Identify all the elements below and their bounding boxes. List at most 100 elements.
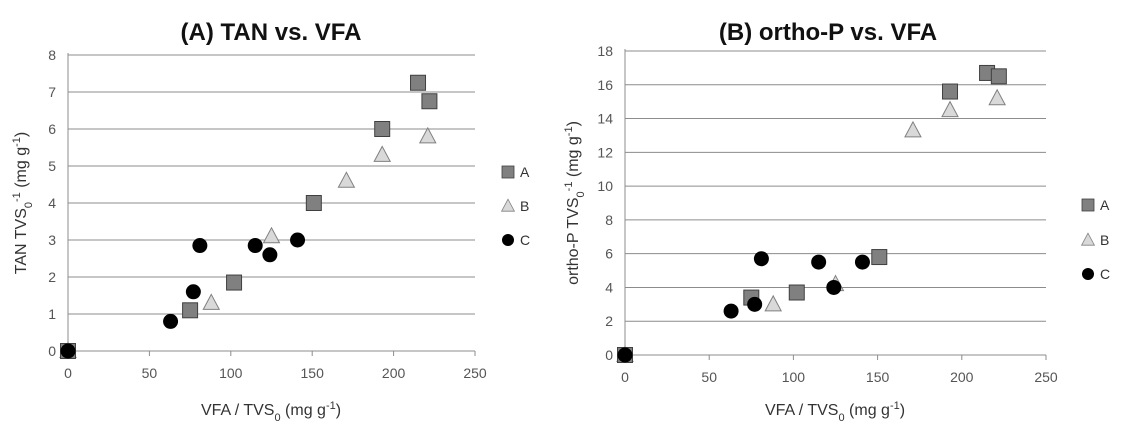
data-point-c (826, 279, 842, 295)
y-tick-label: 16 (597, 77, 613, 93)
label-part: 0 (838, 412, 844, 423)
y-tick-label: 4 (48, 195, 56, 211)
legend-marker-a (501, 165, 515, 179)
legend-marker-a (1081, 198, 1095, 212)
data-point-b (988, 88, 1006, 106)
data-point-c (163, 313, 179, 329)
label-part: ) (336, 402, 341, 419)
data-point-c (753, 251, 769, 267)
legend-marker-b (1080, 232, 1096, 246)
data-point-a (182, 302, 199, 319)
data-point-c (290, 232, 306, 248)
y-tick-label: 6 (605, 246, 613, 262)
series-c (60, 232, 306, 359)
chart-title: (B) ortho-P vs. VFA (719, 19, 937, 46)
chart-panel-b: (B) ortho-P vs. VFA 0 2 4 6 8 10 12 14 16 18 0 50 100… (560, 0, 1123, 423)
data-point-a (421, 93, 438, 110)
x-tick-label: 150 (301, 365, 325, 381)
data-point-c (617, 347, 633, 363)
legend-label: C (1100, 266, 1110, 282)
y-tick-label: 4 (605, 279, 613, 295)
y-axis-label: TAN TVS0-1 (mg g-1) (11, 132, 35, 274)
label-part: ) (565, 121, 582, 126)
label-part: -1 (11, 137, 23, 147)
chart-panel-a: (A) TAN vs. VFA 0 1 2 3 4 5 6 7 8 0 50 100 150 200 250 V… (0, 0, 560, 423)
y-tick-label: 5 (48, 158, 56, 174)
legend: A B C (1080, 197, 1110, 282)
label-part: -1 (326, 400, 336, 412)
label-part: -1 (890, 400, 900, 412)
data-point-c (185, 284, 201, 300)
x-tick-label: 100 (782, 369, 806, 385)
legend-label: B (520, 198, 529, 214)
label-part: (mg g (13, 147, 30, 192)
x-tick-label: 50 (142, 365, 158, 381)
label-part: 0 (274, 412, 280, 423)
label-part: TAN TVS (13, 208, 30, 274)
legend-label: B (1100, 232, 1109, 248)
label-part: -1 (11, 192, 23, 202)
series-a (60, 74, 438, 359)
data-point-a (226, 274, 243, 291)
label-part: VFA / TVS (201, 402, 275, 419)
data-point-c (262, 247, 278, 263)
y-tick-label: 0 (605, 347, 613, 363)
x-tick-label: 0 (621, 369, 629, 385)
x-tick-label: 150 (866, 369, 890, 385)
data-point-c (60, 343, 76, 359)
y-tick-label: 7 (48, 84, 56, 100)
chart-title: (A) TAN vs. VFA (181, 19, 362, 46)
data-point-b (337, 171, 356, 188)
legend-marker-c (502, 234, 514, 246)
y-tick-label: 8 (48, 47, 56, 63)
series-b (59, 126, 437, 358)
legend-label: A (520, 164, 530, 180)
x-tick-label: 100 (219, 365, 243, 381)
label-part: (mg g (281, 402, 326, 419)
data-point-c (247, 238, 263, 254)
legend-label: C (520, 232, 530, 248)
data-point-b (373, 145, 392, 162)
y-axis-label: ortho-P TVS0-1 (mg g-1) (563, 121, 587, 285)
x-tick-label: 0 (64, 365, 72, 381)
y-tick-label: 3 (48, 232, 56, 248)
legend-label: A (1100, 197, 1110, 213)
y-tick-label: 18 (597, 43, 613, 59)
data-point-a (942, 83, 959, 100)
label-part: (mg g (845, 402, 890, 419)
x-axis-label: VFA / TVS0 (mg g-1) (201, 400, 341, 423)
series-c (617, 251, 870, 363)
y-tick-label: 14 (597, 111, 613, 127)
data-point-a (305, 195, 322, 211)
y-tick-label: 1 (48, 306, 56, 322)
legend-marker-c (1082, 268, 1094, 280)
legend-marker-b (500, 198, 516, 212)
data-point-a (788, 284, 805, 301)
x-tick-label: 50 (701, 369, 717, 385)
data-point-b (262, 226, 281, 244)
chart-a-svg: (A) TAN vs. VFA 0 1 2 3 4 5 6 7 8 0 50 100 150 200 250 V… (11, 19, 530, 423)
y-tick-label: 2 (605, 313, 613, 329)
data-point-a (410, 74, 427, 91)
legend: A B C (500, 164, 530, 248)
data-point-a (990, 68, 1007, 85)
data-point-b (904, 120, 922, 138)
x-tick-label: 200 (950, 369, 974, 385)
data-point-a (871, 249, 888, 266)
data-point-c (854, 254, 870, 270)
chart-b-svg: (B) ortho-P vs. VFA 0 2 4 6 8 10 12 14 16 18 0 50 100… (563, 19, 1110, 423)
data-point-c (811, 254, 827, 270)
label-part: ) (13, 132, 30, 137)
y-tick-label: 0 (48, 343, 56, 359)
x-tick-label: 200 (382, 365, 406, 381)
x-tick-label: 250 (1034, 369, 1058, 385)
label-part: 0 (575, 191, 587, 197)
label-part: VFA / TVS (765, 402, 839, 419)
y-tick-label: 6 (48, 121, 56, 137)
data-point-b (941, 100, 959, 118)
data-point-b (764, 294, 783, 312)
data-point-b (418, 126, 437, 144)
data-point-b (202, 293, 221, 310)
label-part: -1 (563, 182, 575, 192)
